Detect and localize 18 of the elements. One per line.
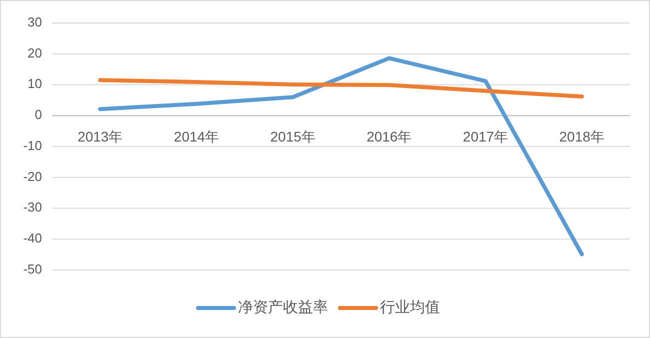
legend-label: 净资产收益率 <box>238 298 328 316</box>
x-tick-label: 2016年 <box>366 128 412 144</box>
x-tick-label: 2018年 <box>559 128 604 144</box>
y-tick-label: 30 <box>28 14 42 30</box>
x-tick-label: 2014年 <box>174 128 220 144</box>
line-series <box>98 78 584 98</box>
y-tick-label: -40 <box>23 230 42 246</box>
x-tick-label: 2015年 <box>270 128 316 144</box>
legend-label: 行业均值 <box>380 298 440 316</box>
x-tick-label: 2013年 <box>78 128 123 144</box>
y-tick-label: 0 <box>34 107 42 122</box>
y-tick-label: 10 <box>28 76 42 92</box>
y-tick-label: -30 <box>23 200 42 215</box>
x-tick-label: 2017年 <box>462 128 508 144</box>
y-tick-label: -20 <box>23 168 42 184</box>
y-tick-label: -10 <box>23 138 42 153</box>
y-tick-label: -50 <box>23 261 42 276</box>
y-tick-label: 20 <box>28 45 42 60</box>
